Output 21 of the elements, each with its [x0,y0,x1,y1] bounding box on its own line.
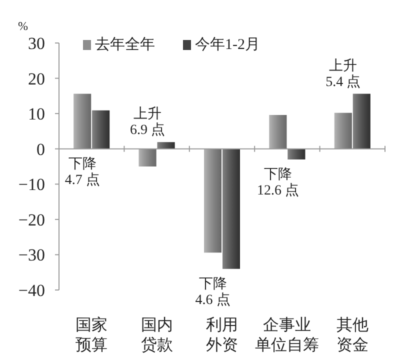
y-tick-label: 0 [36,140,45,159]
y-tick-label: 30 [28,34,45,53]
y-tick-label: −10 [18,175,45,194]
annotation: 下降4.7 点 [64,156,100,188]
y-tick-label: −30 [18,246,45,265]
x-tick-label: 利用外资 [206,316,238,354]
legend-label: 今年1-2月 [195,36,260,53]
annotation: 上升5.4 点 [326,58,361,90]
y-tick-label: −40 [18,281,45,300]
y-axis-title: % [18,19,28,33]
x-tick-label: 国内贷款 [140,316,173,354]
y-tick-label: 20 [28,69,45,88]
y-tick-label: 10 [28,104,45,124]
x-tick-label: 企事业单位自筹 [255,316,320,354]
annotation: 下降12.6 点 [256,166,299,198]
annotation: 下降4.6 点 [195,276,230,308]
x-tick-label: 国家预算 [76,316,108,354]
x-tick-label: 其他资金 [336,316,368,354]
annotation: 上升6.9 点 [130,106,166,138]
legend-label: 去年全年 [95,36,155,53]
y-tick-label: −20 [18,210,45,230]
